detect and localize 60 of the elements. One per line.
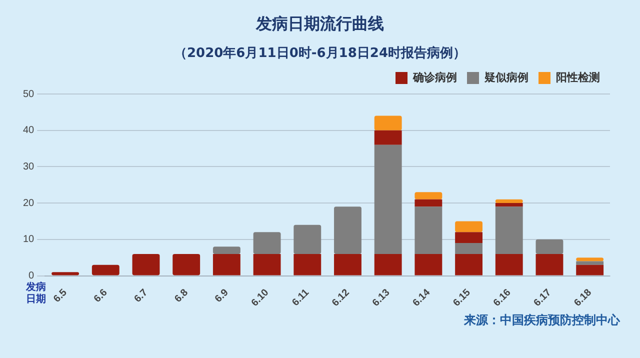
- legend-label: 阳性检测: [556, 71, 600, 84]
- bar: [455, 232, 482, 244]
- bar: [294, 224, 322, 254]
- bar: [374, 116, 402, 130]
- bar: [253, 254, 281, 276]
- x-tick-label: 6.9: [213, 286, 232, 305]
- x-tick-label: 6.11: [290, 286, 312, 308]
- y-tick-label: 40: [23, 125, 35, 136]
- x-tick-label: 6.15: [451, 286, 474, 309]
- bar: [414, 199, 442, 207]
- bar: [576, 264, 604, 276]
- bar: [253, 232, 281, 254]
- bar: [536, 239, 564, 254]
- x-tick-label: 6.6: [92, 286, 110, 305]
- bar: [536, 254, 564, 276]
- bar: [455, 254, 482, 276]
- x-tick-label: 6.17: [532, 286, 554, 309]
- bar: [132, 254, 160, 276]
- x-tick-label: 6.18: [572, 286, 594, 309]
- bar: [374, 130, 402, 145]
- bar: [294, 254, 322, 276]
- x-tick-label: 6.7: [132, 286, 150, 305]
- bar: [495, 206, 523, 254]
- bar: [52, 272, 80, 276]
- x-tick-label: 6.10: [250, 286, 272, 309]
- bar: [495, 199, 523, 204]
- legend-label: 确诊病例: [412, 71, 457, 84]
- bar: [334, 206, 362, 254]
- x-axis-title: 发病日期: [26, 282, 47, 306]
- chart-subtitle: （2020年6月11日0时-6月18日24时报告病例）: [173, 44, 467, 62]
- chart-title: 发病日期流行曲线: [254, 14, 385, 35]
- x-tick-label: 6.5: [52, 286, 70, 305]
- bar: [576, 258, 604, 262]
- bar: [92, 264, 120, 276]
- x-tick-label: 6.13: [370, 286, 392, 309]
- bar: [374, 254, 402, 276]
- bar: [576, 261, 604, 265]
- bar: [414, 192, 442, 200]
- source-note: 来源：中国疾病预防控制中心: [464, 312, 620, 329]
- x-tick-label: 6.8: [172, 286, 191, 305]
- x-tick-label: 6.12: [330, 286, 352, 309]
- bar: [414, 254, 442, 276]
- y-tick-label: 0: [28, 270, 35, 282]
- bar: [495, 203, 523, 207]
- x-tick-label: 6.14: [410, 286, 433, 309]
- x-tick-label: 6.16: [492, 286, 514, 309]
- bar: [455, 243, 482, 254]
- bar: [374, 144, 402, 254]
- y-tick-label: 10: [23, 234, 35, 246]
- bar: [212, 254, 240, 276]
- bar: [455, 221, 482, 232]
- y-tick-label: 50: [23, 88, 35, 100]
- y-tick-label: 20: [23, 198, 35, 209]
- bar: [212, 246, 240, 254]
- bar: [334, 254, 362, 276]
- bar: [414, 206, 442, 254]
- bar: [172, 254, 200, 276]
- bar: [495, 254, 523, 276]
- legend-label: 疑似病例: [484, 71, 528, 84]
- y-tick-label: 30: [23, 161, 35, 172]
